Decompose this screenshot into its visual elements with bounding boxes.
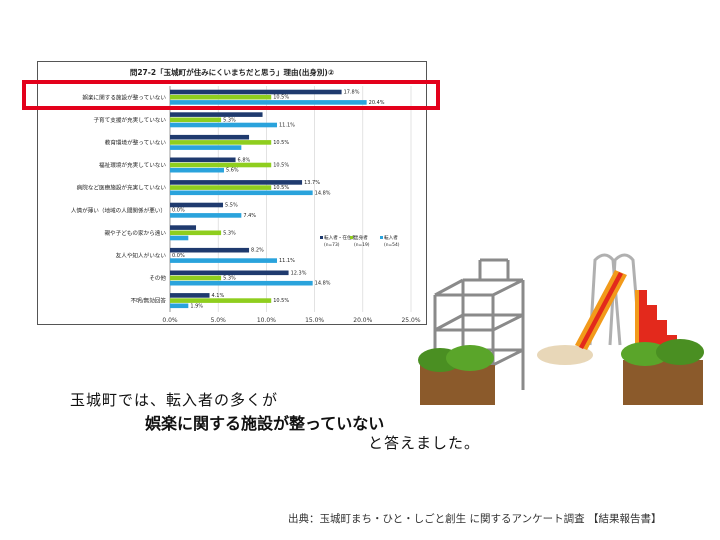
category-label: 親や子どもの家から遠い xyxy=(104,229,166,237)
data-label: 11.1% xyxy=(279,258,295,264)
bar-3 xyxy=(170,100,367,105)
bar-2 xyxy=(170,162,272,168)
bar-2 xyxy=(170,117,222,123)
x-tick-label: 0.0% xyxy=(162,317,178,324)
x-tick-label: 5.0% xyxy=(211,317,227,324)
bar-1 xyxy=(170,180,303,185)
legend-label: 転入者 xyxy=(384,235,398,241)
bar-3 xyxy=(170,258,278,263)
data-label: 10.5% xyxy=(273,298,289,304)
bar-1 xyxy=(170,270,289,276)
category-label: 娯楽に関する施設が整っていない xyxy=(82,93,166,101)
legend-n: (n=19) xyxy=(354,242,370,248)
data-label: 0.0% xyxy=(172,208,185,214)
bar-2 xyxy=(170,230,222,236)
bar-1 xyxy=(170,134,250,140)
highlight-box xyxy=(22,80,440,110)
category-label: 人情が薄い（地域の人間関係が悪い） xyxy=(71,206,166,214)
data-label: 7.4% xyxy=(243,213,256,219)
data-label: 10.5% xyxy=(273,185,289,191)
message-line-2: 娯楽に関する施設が整っていない xyxy=(145,414,385,433)
legend-swatch xyxy=(380,236,383,239)
bar-chart: 0.0% 5.0% 10.0% 15.0% 20.0% 25.0% 娯楽に関する施設が整って… xyxy=(71,86,421,324)
data-label: 4.1% xyxy=(212,293,225,299)
data-label: 5.6% xyxy=(226,168,239,174)
data-label: 5.5% xyxy=(225,203,238,209)
data-label: 17.8% xyxy=(344,90,360,96)
x-tick-label: 15.0% xyxy=(305,317,324,324)
bar-2 xyxy=(170,140,272,145)
data-label: 14.8% xyxy=(315,190,331,196)
source-citation: 出典：玉城町まち・ひと・しごと創生 に関するアンケート調査 【結果報告書】 xyxy=(288,513,662,525)
data-label: 5.3% xyxy=(223,117,236,123)
bar-3 xyxy=(170,122,278,128)
category-label: 教育環境が整っていない xyxy=(105,139,167,147)
bar-3 xyxy=(170,303,189,309)
data-label: 13.7% xyxy=(304,180,320,186)
data-label: 10.5% xyxy=(273,163,289,169)
bar-1 xyxy=(170,89,342,95)
bar-1 xyxy=(170,293,210,298)
bar-1 xyxy=(170,112,263,117)
category-label: 病院など医療施設が充実していない xyxy=(77,184,167,192)
data-label: 1.9% xyxy=(190,303,203,309)
bar-1 xyxy=(170,225,197,230)
bar-3 xyxy=(170,167,224,173)
data-label: 12.3% xyxy=(291,270,307,276)
bar-1 xyxy=(170,202,224,208)
data-label: 10.5% xyxy=(273,140,289,146)
x-tick-label: 10.0% xyxy=(257,317,276,324)
bar-2 xyxy=(170,298,272,303)
legend-swatch xyxy=(350,236,353,239)
playground-illustration xyxy=(418,253,704,405)
data-label: 5.3% xyxy=(223,230,236,236)
legend-n: (n=73) xyxy=(324,242,340,248)
bar-1 xyxy=(170,157,236,163)
category-label: 子育て支援が充実していない xyxy=(93,116,166,124)
legend-label: 転入者・在住者 xyxy=(324,234,357,241)
data-label: 8.2% xyxy=(251,248,264,254)
category-label: 友人や知人がいない xyxy=(116,252,167,260)
category-label: その他 xyxy=(149,274,166,282)
data-label: 10.5% xyxy=(273,95,289,101)
category-label: 福祉環境が充実していない xyxy=(99,161,166,169)
bar-3 xyxy=(170,145,242,150)
data-label: 6.8% xyxy=(238,157,251,163)
data-label: 11.1% xyxy=(279,123,295,129)
chart-panel: 0.0% 5.0% 10.0% 15.0% 20.0% 25.0% 娯楽に関する施設が整って… xyxy=(37,61,427,325)
x-tick-label: 20.0% xyxy=(353,317,372,324)
message-line-3: と答えました。 xyxy=(368,434,481,452)
data-label: 20.4% xyxy=(369,100,385,106)
message-line-1: 玉城町では、転入者の多くが xyxy=(70,391,279,409)
bar-3 xyxy=(170,280,313,286)
legend-swatch xyxy=(320,236,323,239)
bar-3 xyxy=(170,235,189,241)
bar-2 xyxy=(170,185,272,190)
bar-2 xyxy=(170,275,222,281)
legend-label: 出身者 xyxy=(354,234,368,241)
x-tick-label: 25.0% xyxy=(401,317,420,324)
data-label: 0.0% xyxy=(172,253,185,259)
legend-n: (n=54) xyxy=(384,242,400,248)
bar-3 xyxy=(170,190,313,196)
bar-3 xyxy=(170,213,242,218)
bar-2 xyxy=(170,94,272,100)
chart-title: 問27-2「玉城町が住みにくいまちだと思う」理由(出身別)② xyxy=(129,68,335,77)
data-label: 14.8% xyxy=(315,281,331,287)
data-label: 5.3% xyxy=(223,276,236,282)
bar-1 xyxy=(170,247,250,253)
category-label: 不明/無効回答 xyxy=(131,297,167,305)
